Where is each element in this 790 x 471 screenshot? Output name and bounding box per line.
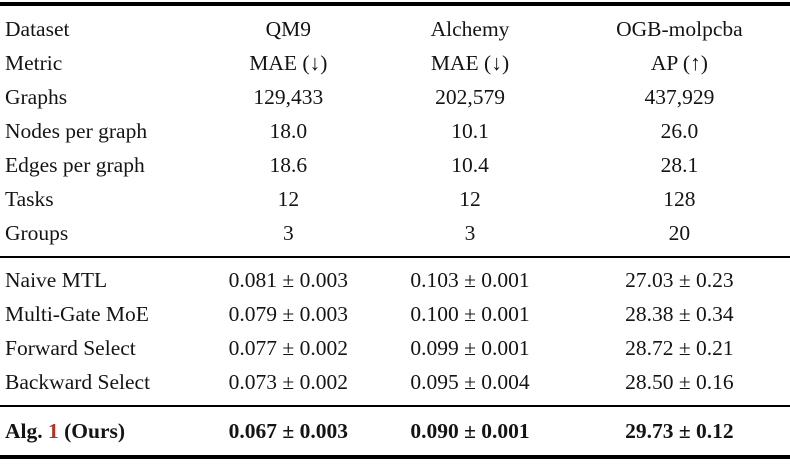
result-cell: 0.081 ± 0.003 — [205, 256, 372, 298]
table-row-dataset: Dataset QM9 Alchemy OGB-molpcba — [0, 4, 790, 47]
paper-table-container: Dataset QM9 Alchemy OGB-molpcba Metric M… — [0, 2, 790, 459]
result-cell: 0.073 ± 0.002 — [228, 370, 348, 394]
row-label: Groups — [5, 221, 69, 245]
result-cell-best: 0.067 ± 0.003 — [205, 405, 372, 457]
stat-cell: 129,433 — [253, 85, 324, 109]
ours-method-section: Alg. 1 (Ours) 0.067 ± 0.003 0.090 ± 0.00… — [0, 405, 790, 457]
method-label: Backward Select — [5, 370, 151, 394]
metric-cell: MAE (↓) — [430, 51, 510, 75]
result-cell: 0.099 ± 0.001 — [410, 336, 530, 360]
row-label: Edges per graph — [5, 153, 145, 177]
method-label: Naive MTL — [0, 256, 206, 298]
result-cell: 0.100 ± 0.001 — [410, 302, 530, 326]
stat-cell: 28.1 — [660, 153, 699, 177]
result-cell-best: 0.090 ± 0.001 — [371, 405, 569, 457]
table-row-tasks: Tasks 12 12 128 — [0, 183, 790, 217]
dataset-stats-section: Dataset QM9 Alchemy OGB-molpcba Metric M… — [0, 4, 790, 257]
table-row-groups: Groups 3 3 20 — [0, 217, 790, 258]
metric-cell: AP (↑) — [650, 51, 708, 75]
stat-cell: 26.0 — [660, 119, 699, 143]
stat-cell: 202,579 — [435, 85, 505, 109]
row-label: Nodes per graph — [5, 119, 148, 143]
result-cell: 28.72 ± 0.21 — [625, 336, 734, 360]
stat-cell: 12 — [277, 187, 300, 211]
dataset-name-alchemy: Alchemy — [430, 17, 510, 41]
method-label: Multi-Gate MoE — [5, 302, 149, 326]
ours-label-suffix: (Ours) — [64, 419, 126, 443]
stat-cell: 10.1 — [451, 119, 489, 143]
ours-algorithm-number: 1 — [48, 419, 59, 443]
stat-cell: 3 — [464, 221, 476, 245]
stat-cell: 18.6 — [269, 153, 308, 177]
result-cell: 0.077 ± 0.002 — [228, 336, 348, 360]
result-cell: 28.50 ± 0.16 — [625, 370, 734, 394]
table-row-backward-select: Backward Select 0.073 ± 0.002 0.095 ± 0.… — [0, 366, 790, 407]
result-cell: 0.095 ± 0.004 — [410, 370, 530, 394]
table-row-multi-gate-moe: Multi-Gate MoE 0.079 ± 0.003 0.100 ± 0.0… — [0, 298, 790, 332]
stat-cell: 437,929 — [644, 85, 715, 109]
result-cell: 0.079 ± 0.003 — [228, 302, 348, 326]
result-cell: 27.03 ± 0.23 — [568, 256, 790, 298]
stat-cell: 20 — [668, 221, 691, 245]
metric-cell: MAE (↓) — [249, 51, 328, 75]
row-label: Dataset — [5, 17, 70, 41]
ours-method-label: Alg. 1 (Ours) — [0, 405, 206, 457]
ours-label-prefix: Alg. — [5, 419, 43, 443]
row-label: Tasks — [5, 187, 54, 211]
stat-cell: 18.0 — [269, 119, 308, 143]
dataset-name-ogb-molpcba: OGB-molpcba — [616, 17, 743, 41]
baseline-methods-section: Naive MTL 0.081 ± 0.003 0.103 ± 0.001 27… — [0, 256, 790, 407]
table-row-naive-mtl: Naive MTL 0.081 ± 0.003 0.103 ± 0.001 27… — [0, 256, 790, 298]
method-label: Forward Select — [5, 336, 136, 360]
results-table: Dataset QM9 Alchemy OGB-molpcba Metric M… — [0, 2, 790, 459]
table-row-forward-select: Forward Select 0.077 ± 0.002 0.099 ± 0.0… — [0, 332, 790, 366]
table-row-graphs: Graphs 129,433 202,579 437,929 — [0, 81, 790, 115]
row-label: Metric — [5, 51, 63, 75]
table-row-edges-per-graph: Edges per graph 18.6 10.4 28.1 — [0, 149, 790, 183]
result-cell: 28.38 ± 0.34 — [625, 302, 734, 326]
table-row-alg1-ours: Alg. 1 (Ours) 0.067 ± 0.003 0.090 ± 0.00… — [0, 405, 790, 457]
dataset-name-qm9: QM9 — [265, 17, 312, 41]
stat-cell: 12 — [459, 187, 481, 211]
stat-cell: 10.4 — [451, 153, 489, 177]
stat-cell: 128 — [663, 187, 696, 211]
result-cell-best: 29.73 ± 0.12 — [568, 405, 790, 457]
table-row-nodes-per-graph: Nodes per graph 18.0 10.1 26.0 — [0, 115, 790, 149]
table-row-metric: Metric MAE (↓) MAE (↓) AP (↑) — [0, 47, 790, 81]
stat-cell: 3 — [282, 221, 294, 245]
result-cell: 0.103 ± 0.001 — [371, 256, 569, 298]
row-label: Graphs — [5, 85, 68, 109]
